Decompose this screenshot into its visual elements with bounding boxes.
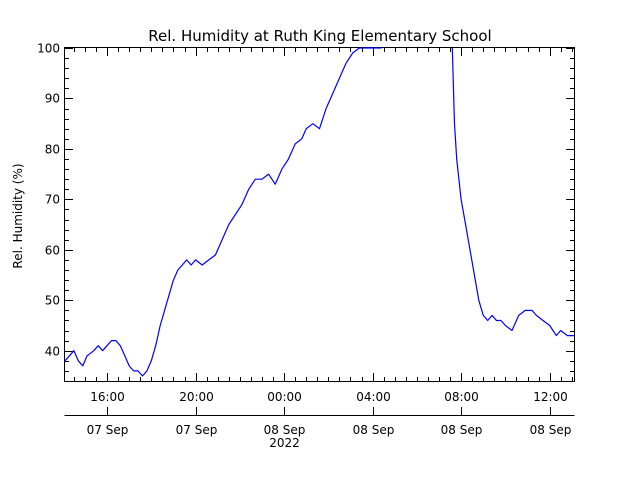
x-tick-label: 00:00: [267, 390, 302, 404]
y-tick-label: 50: [45, 294, 60, 308]
x-tick-label: 12:00: [533, 390, 568, 404]
y-tick-label: 40: [45, 345, 60, 359]
y-tick-label: 100: [37, 42, 60, 56]
date-tick-label: 08 Sep: [441, 423, 483, 437]
series-layer: [64, 47, 574, 377]
date-tick-label: 07 Sep: [176, 423, 218, 437]
x-tick-label: 20:00: [179, 390, 214, 404]
year-label: 2022: [269, 436, 300, 450]
humidity-line: [64, 47, 382, 377]
date-tick-label: 08 Sep: [264, 423, 306, 437]
date-tick-label: 07 Sep: [87, 423, 129, 437]
y-axis: 40 50 60 70 80 90 100: [37, 42, 574, 372]
y-tick-label: 90: [45, 92, 60, 106]
chart-title: Rel. Humidity at Ruth King Elementary Sc…: [148, 27, 491, 45]
x-tick-label: 04:00: [356, 390, 391, 404]
plot-frame: [64, 47, 575, 382]
y-axis-label: Rel. Humidity (%): [11, 163, 25, 268]
x-tick-label: 16:00: [90, 390, 125, 404]
date-tick-label: 08 Sep: [530, 423, 572, 437]
x-tick-label: 08:00: [444, 390, 479, 404]
y-tick-label: 80: [45, 143, 60, 157]
date-tick-label: 08 Sep: [353, 423, 395, 437]
y-tick-label: 70: [45, 193, 60, 207]
y-tick-label: 60: [45, 244, 60, 258]
humidity-line: [451, 47, 574, 337]
